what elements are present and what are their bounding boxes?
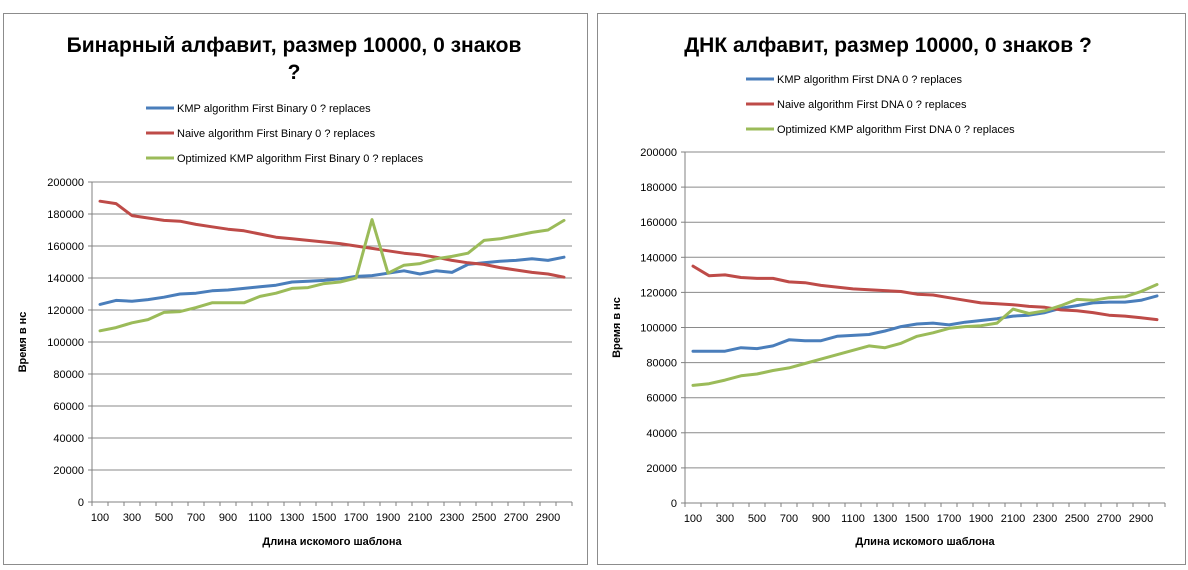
dna-ytick-label-200000: 200000 bbox=[640, 147, 677, 159]
dna-ytick-label-100000: 100000 bbox=[640, 323, 677, 335]
binary-ytick-label-160000: 160000 bbox=[47, 241, 84, 253]
binary-xtick-label-100: 100 bbox=[91, 512, 109, 524]
dna-ytick-label-40000: 40000 bbox=[646, 428, 677, 440]
dna-xtick-label-2500: 2500 bbox=[1065, 513, 1089, 525]
binary-legend-label-3: Optimized KMP algorithm First Binary 0 ?… bbox=[177, 153, 424, 165]
chart-dna-svg: ДНК алфавит, размер 10000, 0 знаков ? KMP… bbox=[611, 34, 1166, 548]
binary-ytick-label-140000: 140000 bbox=[47, 273, 84, 285]
dna-legend-label-1: KMP algorithm First DNA 0 ? replaces bbox=[777, 74, 963, 86]
binary-ytick-label-120000: 120000 bbox=[47, 305, 84, 317]
dna-ytick-label-20000: 20000 bbox=[646, 463, 677, 475]
dna-ytick-label-60000: 60000 bbox=[646, 393, 677, 405]
binary-ytick-label-20000: 20000 bbox=[53, 465, 84, 477]
dna-series-line-2 bbox=[691, 264, 1159, 322]
dna-ytick-label-120000: 120000 bbox=[640, 287, 677, 299]
binary-xtick-label-500: 500 bbox=[155, 512, 173, 524]
binary-series-line-2 bbox=[98, 199, 566, 279]
binary-series-line-1 bbox=[98, 255, 566, 306]
binary-ytick-label-0: 0 bbox=[78, 497, 84, 509]
binary-xtick-label-1500: 1500 bbox=[312, 512, 336, 524]
binary-ytick-label-40000: 40000 bbox=[53, 433, 84, 445]
binary-xtick-label-700: 700 bbox=[187, 512, 205, 524]
binary-ytick-label-180000: 180000 bbox=[47, 209, 84, 221]
chart-panel-binary: Бинарный алфавит, размер 10000, 0 знаков… bbox=[3, 13, 588, 565]
dna-chart-title-line-1: ДНК алфавит, размер 10000, 0 знаков ? bbox=[684, 34, 1092, 57]
dna-xtick-label-700: 700 bbox=[780, 513, 798, 525]
binary-ytick-label-200000: 200000 bbox=[47, 177, 84, 189]
binary-xtick-label-1300: 1300 bbox=[280, 512, 304, 524]
binary-x-axis-title: Длина искомого шаблона bbox=[262, 536, 402, 548]
binary-xtick-label-1100: 1100 bbox=[248, 512, 272, 524]
dna-series-line-3 bbox=[691, 283, 1159, 387]
binary-xtick-label-300: 300 bbox=[123, 512, 141, 524]
dna-ytick-label-180000: 180000 bbox=[640, 182, 677, 194]
dna-xtick-label-300: 300 bbox=[716, 513, 734, 525]
dna-xtick-label-1700: 1700 bbox=[937, 513, 961, 525]
dna-xtick-label-2900: 2900 bbox=[1129, 513, 1153, 525]
binary-xtick-label-2900: 2900 bbox=[536, 512, 560, 524]
dna-series-line-1 bbox=[691, 294, 1159, 353]
dna-xtick-label-2100: 2100 bbox=[1001, 513, 1025, 525]
dna-legend-label-2: Naive algorithm First DNA 0 ? replaces bbox=[777, 99, 967, 111]
dna-xtick-label-1900: 1900 bbox=[969, 513, 993, 525]
chart-panel-dna: ДНК алфавит, размер 10000, 0 знаков ? KMP… bbox=[597, 13, 1186, 565]
binary-xtick-label-2300: 2300 bbox=[440, 512, 464, 524]
binary-y-axis-title: Время в нс bbox=[17, 312, 29, 373]
dna-ytick-label-80000: 80000 bbox=[646, 358, 677, 370]
binary-xtick-label-2100: 2100 bbox=[408, 512, 432, 524]
binary-chart-title-line-2: ? bbox=[288, 61, 301, 84]
dna-y-axis-title: Время в нс bbox=[611, 297, 623, 358]
dna-xtick-label-1500: 1500 bbox=[905, 513, 929, 525]
binary-xtick-label-1900: 1900 bbox=[376, 512, 400, 524]
chart-binary-svg: Бинарный алфавит, размер 10000, 0 знаков… bbox=[17, 34, 573, 548]
dna-xtick-label-1300: 1300 bbox=[873, 513, 897, 525]
dna-xtick-label-2300: 2300 bbox=[1033, 513, 1057, 525]
dna-xtick-label-500: 500 bbox=[748, 513, 766, 525]
dna-legend-label-3: Optimized KMP algorithm First DNA 0 ? re… bbox=[777, 124, 1015, 136]
binary-legend-label-2: Naive algorithm First Binary 0 ? replace… bbox=[177, 128, 376, 140]
binary-xtick-label-2500: 2500 bbox=[472, 512, 496, 524]
dna-xtick-label-2700: 2700 bbox=[1097, 513, 1121, 525]
binary-xtick-label-2700: 2700 bbox=[504, 512, 528, 524]
binary-ytick-label-60000: 60000 bbox=[53, 401, 84, 413]
dna-ytick-label-0: 0 bbox=[671, 498, 677, 510]
binary-xtick-label-1700: 1700 bbox=[344, 512, 368, 524]
dna-ytick-label-160000: 160000 bbox=[640, 217, 677, 229]
dna-ytick-label-140000: 140000 bbox=[640, 252, 677, 264]
binary-legend-label-1: KMP algorithm First Binary 0 ? replaces bbox=[177, 103, 371, 115]
binary-ytick-label-80000: 80000 bbox=[53, 369, 84, 381]
dna-xtick-label-900: 900 bbox=[812, 513, 830, 525]
binary-ytick-label-100000: 100000 bbox=[47, 337, 84, 349]
dna-xtick-label-1100: 1100 bbox=[841, 513, 865, 525]
binary-series-line-3 bbox=[98, 218, 566, 333]
binary-chart-title-line-1: Бинарный алфавит, размер 10000, 0 знаков bbox=[67, 34, 522, 57]
dna-xtick-label-100: 100 bbox=[684, 513, 702, 525]
binary-xtick-label-900: 900 bbox=[219, 512, 237, 524]
dna-x-axis-title: Длина искомого шаблона bbox=[855, 536, 995, 548]
